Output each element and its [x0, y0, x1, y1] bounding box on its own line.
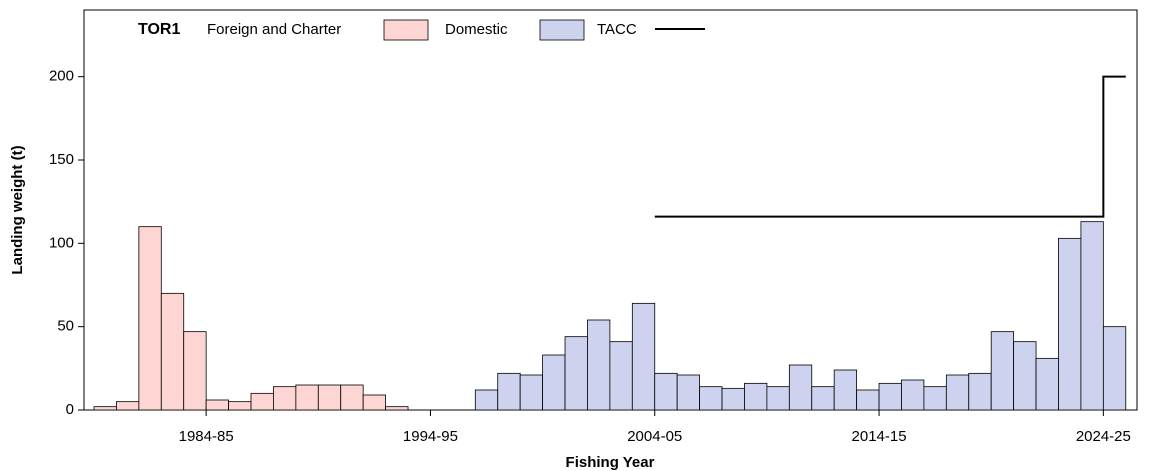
bar — [116, 401, 140, 411]
legend-title: TOR1 — [138, 21, 180, 38]
x-tick-label: 1994-95 — [403, 428, 458, 445]
bar — [990, 331, 1015, 411]
y-tick-label: 0 — [66, 401, 74, 418]
bar — [766, 386, 790, 411]
y-tick-label: 100 — [49, 234, 74, 251]
x-tick-label: 2014-15 — [852, 428, 907, 445]
bar — [901, 379, 925, 411]
bar — [1080, 221, 1104, 411]
x-axis-label: Fishing Year — [566, 454, 655, 471]
bar — [1035, 357, 1059, 411]
bar — [968, 372, 992, 411]
bar — [273, 386, 297, 411]
bar — [205, 399, 229, 411]
legend-swatch — [383, 19, 429, 41]
bar — [654, 372, 678, 411]
bar — [923, 386, 947, 411]
legend-label: TACC — [597, 21, 637, 38]
bar — [160, 292, 185, 411]
y-axis-label: Landing weight (t) — [9, 145, 26, 274]
x-tick-label: 1984-85 — [179, 428, 234, 445]
bar — [362, 394, 386, 411]
y-tick-label: 150 — [49, 151, 74, 168]
bar — [609, 341, 633, 411]
bar — [744, 382, 768, 411]
bar — [183, 331, 207, 411]
bar — [474, 389, 499, 411]
bar — [564, 336, 588, 411]
bar — [1058, 237, 1082, 411]
legend-label: Domestic — [445, 21, 508, 38]
bar — [856, 389, 880, 411]
legend-swatch — [539, 19, 585, 41]
bar — [542, 354, 566, 411]
bar — [587, 319, 611, 411]
bar — [138, 226, 162, 411]
y-tick-label: 50 — [57, 318, 74, 335]
bar — [721, 387, 745, 411]
bar — [519, 374, 543, 411]
bar — [878, 382, 902, 411]
bar — [1102, 326, 1127, 411]
x-tick-label: 2004-05 — [627, 428, 682, 445]
bar — [228, 401, 252, 411]
bar — [250, 392, 274, 411]
bar — [1013, 341, 1037, 411]
bar — [945, 374, 970, 411]
bar — [699, 386, 723, 411]
bar — [317, 384, 342, 411]
y-tick-label: 200 — [49, 68, 74, 85]
bar — [93, 406, 117, 411]
bar — [295, 384, 319, 411]
bar — [385, 406, 409, 411]
bar — [631, 302, 656, 411]
bar — [497, 372, 521, 411]
bar — [788, 364, 813, 411]
legend-label: Foreign and Charter — [207, 21, 341, 38]
bar — [833, 369, 858, 411]
bar — [340, 384, 364, 411]
x-tick-label: 2024-25 — [1076, 428, 1131, 445]
tacc-line — [654, 75, 1126, 218]
bar — [811, 386, 835, 411]
bar — [676, 374, 701, 411]
